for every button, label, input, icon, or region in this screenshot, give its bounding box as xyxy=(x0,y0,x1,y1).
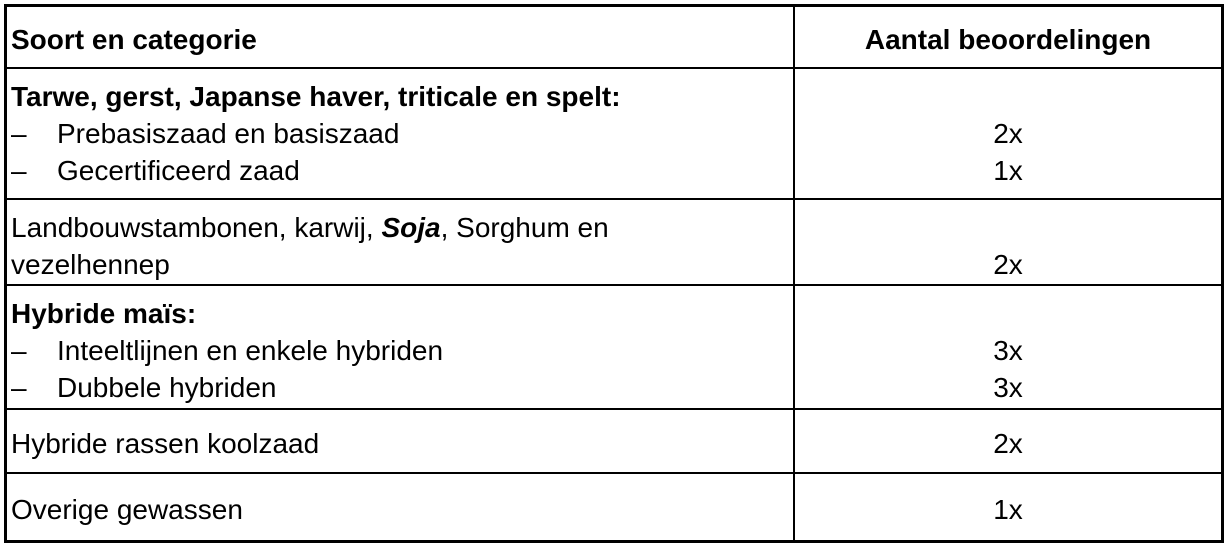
category-text-soja: Soja xyxy=(381,212,441,243)
table-header-row: Soort en categorie Aantal beoordelingen xyxy=(7,7,1221,67)
rating-count: 1x xyxy=(993,155,1023,186)
table-row-tarwe-gerst: Tarwe, gerst, Japanse haver, triticale e… xyxy=(7,67,1221,198)
category-cell: Overige gewassen xyxy=(7,474,795,540)
rating-count: 3x xyxy=(993,335,1023,366)
rating-count: 2x xyxy=(993,118,1023,149)
rating-count: 2x xyxy=(993,428,1023,459)
category-cell: Tarwe, gerst, Japanse haver, triticale e… xyxy=(7,69,795,198)
list-item: – Prebasiszaad en basiszaad xyxy=(11,115,785,152)
value-cell: 1x xyxy=(795,474,1221,540)
category-text-line: Landbouwstambonen, karwij, Soja, Sorghum… xyxy=(11,209,785,246)
value-cell: 3x 3x xyxy=(795,286,1221,408)
table-row-hybride-rassen-koolzaad: Hybride rassen koolzaad 2x xyxy=(7,408,1221,472)
dash-bullet-icon: – xyxy=(11,155,27,186)
value-cell: 2x 1x xyxy=(795,69,1221,198)
rating-count: 3x xyxy=(993,372,1023,403)
category-cell: Landbouwstambonen, karwij, Soja, Sorghum… xyxy=(7,200,795,284)
value-line-spacer xyxy=(799,295,1217,332)
column-header-soort: Soort en categorie xyxy=(11,24,257,55)
value-cell: 2x xyxy=(795,410,1221,472)
value-line-spacer xyxy=(799,209,1217,246)
header-cell-soort-en-categorie: Soort en categorie xyxy=(7,7,795,67)
list-item-label: Prebasiszaad en basiszaad xyxy=(57,118,400,149)
table-row-hybride-mais: Hybride maïs: – Inteeltlijnen en enkele … xyxy=(7,284,1221,408)
list-item: – Inteeltlijnen en enkele hybriden xyxy=(11,332,785,369)
category-text-segment: , Sorghum en xyxy=(440,212,609,243)
category-text-line: Overige gewassen xyxy=(11,494,243,525)
category-heading: Tarwe, gerst, Japanse haver, triticale e… xyxy=(11,81,621,112)
list-item-label: Inteeltlijnen en enkele hybriden xyxy=(57,335,444,366)
dash-bullet-icon: – xyxy=(11,335,27,366)
dash-bullet-icon: – xyxy=(11,118,27,149)
category-text-segment: Landbouwstambonen, karwij, xyxy=(11,212,382,243)
list-item: – Gecertificeerd zaad xyxy=(11,152,785,189)
dash-bullet-icon: – xyxy=(11,372,27,403)
header-cell-aantal-beoordelingen: Aantal beoordelingen xyxy=(795,7,1221,67)
list-item-label: Dubbele hybriden xyxy=(57,372,277,403)
beoordelingen-table: Soort en categorie Aantal beoordelingen … xyxy=(4,4,1224,543)
category-heading: Hybride maïs: xyxy=(11,298,197,329)
column-header-aantal: Aantal beoordelingen xyxy=(864,24,1152,55)
list-item-label: Gecertificeerd zaad xyxy=(57,155,300,186)
table-row-overige-gewassen: Overige gewassen 1x xyxy=(7,472,1221,540)
list-item: – Dubbele hybriden xyxy=(11,369,785,406)
category-cell: Hybride rassen koolzaad xyxy=(7,410,795,472)
category-text-line: Hybride rassen koolzaad xyxy=(11,428,320,459)
category-text-line: vezelhennep xyxy=(11,249,170,280)
rating-count: 1x xyxy=(993,494,1023,525)
value-line-spacer xyxy=(799,78,1217,115)
category-cell: Hybride maïs: – Inteeltlijnen en enkele … xyxy=(7,286,795,408)
rating-count: 2x xyxy=(993,249,1023,280)
value-cell: 2x xyxy=(795,200,1221,284)
table-row-landbouwstambonen: Landbouwstambonen, karwij, Soja, Sorghum… xyxy=(7,198,1221,284)
